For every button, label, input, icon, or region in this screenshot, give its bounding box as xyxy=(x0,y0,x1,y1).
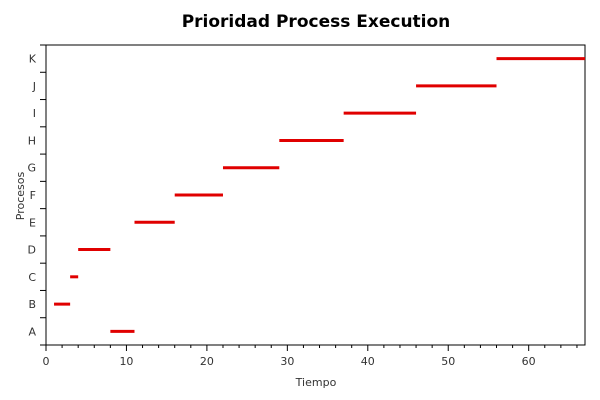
y-tick-label: E xyxy=(29,216,36,229)
x-tick-label: 20 xyxy=(200,355,214,368)
y-tick-label: F xyxy=(30,189,36,202)
y-tick-label: B xyxy=(28,298,36,311)
y-tick-label: H xyxy=(28,134,36,147)
y-tick-label: I xyxy=(33,107,36,120)
y-axis-label: Procesos xyxy=(14,172,27,221)
x-tick-label: 60 xyxy=(522,355,536,368)
y-tick-label: K xyxy=(29,53,37,66)
x-tick-label: 50 xyxy=(441,355,455,368)
plot-frame xyxy=(45,44,586,346)
y-tick-label: J xyxy=(32,80,36,93)
y-tick-label: A xyxy=(28,325,36,338)
y-tick-label: C xyxy=(28,271,36,284)
x-tick-label: 10 xyxy=(119,355,133,368)
x-tick-label: 0 xyxy=(43,355,50,368)
x-axis-label: Tiempo xyxy=(295,376,337,389)
y-tick-label: D xyxy=(28,244,36,257)
chart-title: Prioridad Process Execution xyxy=(182,12,451,32)
bars xyxy=(54,57,585,333)
y-tick-label: G xyxy=(27,162,36,175)
axes: A B C D E F G H I J K 0 10 20 30 40 50 60 xyxy=(27,44,586,368)
x-tick-label: 40 xyxy=(361,355,375,368)
x-tick-label: 30 xyxy=(280,355,294,368)
